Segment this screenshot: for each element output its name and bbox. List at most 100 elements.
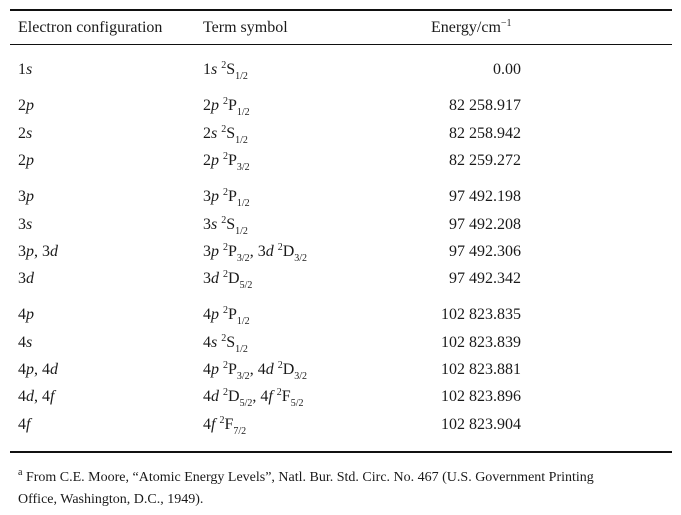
j-value: 3/2 — [294, 252, 308, 264]
multiplicity: 2 — [277, 241, 283, 253]
principal-number: 3 — [18, 270, 26, 288]
term-letter: S — [226, 333, 236, 351]
multiplicity: 2 — [276, 387, 282, 399]
principal-number: 3 — [203, 215, 211, 233]
multiplicity: 2 — [223, 387, 228, 399]
j-value: 1/2 — [235, 343, 248, 355]
multiplicity: 2 — [223, 187, 228, 199]
multiplicity: 2 — [219, 414, 225, 426]
j-value: 7/2 — [233, 425, 247, 437]
config-cell: 4d, 4f — [18, 388, 54, 406]
principal-number: 1 — [203, 61, 211, 78]
orbital-letter: p — [26, 242, 34, 260]
principal-number: 4 — [18, 361, 26, 378]
header-energy-exponent: −1 — [500, 18, 512, 29]
term-symbol-cell: 3p 2P3/2, 3d 2D3/2 — [203, 241, 308, 264]
principal-number: 3 — [203, 270, 211, 288]
orbital-letter: s — [211, 61, 218, 78]
top-rule — [10, 9, 672, 11]
principal-number: 4 — [203, 388, 211, 406]
term-symbol-cell: 3d 2D5/2 — [203, 269, 253, 292]
config-cell: 3d — [18, 270, 34, 288]
principal-number: 3 — [257, 242, 266, 260]
term-letter: F — [281, 388, 291, 406]
orbital-letter: s — [26, 333, 33, 351]
term-letter: S — [226, 215, 236, 233]
term-letter: F — [224, 415, 234, 433]
multiplicity: 2 — [223, 360, 228, 371]
term-symbol-cell: 3p 2P1/2 — [203, 187, 250, 209]
orbital-letter: p — [26, 361, 34, 378]
config-cell: 4s — [18, 334, 32, 352]
principal-number: 2 — [203, 151, 211, 169]
orbital-letter: d — [265, 242, 274, 260]
footnote-marker: a — [18, 467, 23, 478]
principal-number: 4 — [42, 361, 50, 378]
term-symbol-cell: 2p 2P3/2 — [203, 150, 250, 172]
principal-number: 3 — [18, 188, 26, 206]
principal-number: 3 — [18, 215, 26, 233]
orbital-letter: p — [211, 97, 219, 115]
multiplicity: 2 — [223, 241, 228, 253]
orbital-letter: s — [211, 333, 218, 351]
term-letter: P — [228, 151, 237, 169]
multiplicity: 2 — [221, 332, 227, 344]
config-cell: 3s — [18, 216, 32, 234]
principal-number: 3 — [18, 242, 26, 260]
energy-cell: 102 823.835 — [441, 306, 521, 324]
j-value: 5/2 — [239, 398, 253, 410]
j-value: 3/2 — [236, 371, 250, 382]
header-rule — [10, 44, 672, 45]
orbital-letter: p — [211, 306, 219, 324]
orbital-letter: p — [26, 97, 34, 115]
term-symbol-cell: 4p 2P1/2 — [203, 305, 250, 328]
term-symbol-cell: 1s 2S1/2 — [203, 61, 248, 82]
term-letter: P — [228, 97, 237, 115]
principal-number: 4 — [18, 415, 26, 433]
multiplicity: 2 — [223, 150, 228, 162]
separator: , — [34, 388, 42, 406]
footnote: a From C.E. Moore, “Atomic Energy Levels… — [18, 467, 594, 489]
energy-cell: 102 823.904 — [441, 415, 521, 433]
j-value: 1/2 — [235, 225, 248, 237]
j-value: 1/2 — [236, 316, 250, 328]
principal-number: 4 — [42, 388, 50, 406]
principal-number: 3 — [203, 188, 211, 206]
energy-cell: 82 259.272 — [449, 151, 521, 169]
principal-number: 4 — [260, 388, 269, 406]
separator: , — [34, 361, 42, 378]
j-value: 5/2 — [290, 398, 304, 410]
term-symbol-cell: 4d 2D5/2, 4f 2F5/2 — [203, 387, 304, 410]
header-configuration: Electron configuration — [18, 19, 163, 36]
term-symbol-cell: 2s 2S1/2 — [203, 124, 248, 146]
principal-number: 4 — [18, 306, 26, 324]
term-letter: P — [228, 188, 237, 206]
term-letter: D — [282, 242, 295, 260]
multiplicity: 2 — [223, 269, 228, 281]
footnote-cont: Office, Washington, D.C., 1949). — [18, 489, 203, 511]
term-letter: D — [228, 270, 240, 288]
principal-number: 2 — [18, 151, 26, 169]
orbital-letter: d — [211, 270, 219, 288]
energy-cell: 102 823.896 — [441, 388, 521, 406]
header-term-symbol: Term symbol — [203, 19, 288, 36]
term-symbol-cell: 4p 2P3/2, 4d 2D3/2 — [203, 360, 307, 382]
term-letter: S — [226, 124, 236, 142]
energy-cell: 82 258.917 — [449, 97, 521, 115]
footnote-line-2: Office, Washington, D.C., 1949). — [18, 492, 204, 507]
multiplicity: 2 — [223, 305, 228, 317]
orbital-letter: p — [26, 151, 34, 169]
energy-cell: 97 492.306 — [449, 242, 521, 260]
multiplicity: 2 — [277, 360, 283, 371]
principal-number: 2 — [203, 124, 211, 142]
principal-number: 4 — [203, 415, 211, 433]
principal-number: 3 — [42, 242, 50, 260]
orbital-letter: d — [26, 388, 34, 406]
energy-cell: 102 823.881 — [441, 361, 521, 378]
energy-cell: 97 492.198 — [449, 188, 521, 206]
principal-number: 2 — [18, 124, 26, 142]
j-value: 1/2 — [235, 134, 248, 146]
principal-number: 4 — [257, 361, 266, 378]
j-value: 5/2 — [239, 280, 253, 292]
